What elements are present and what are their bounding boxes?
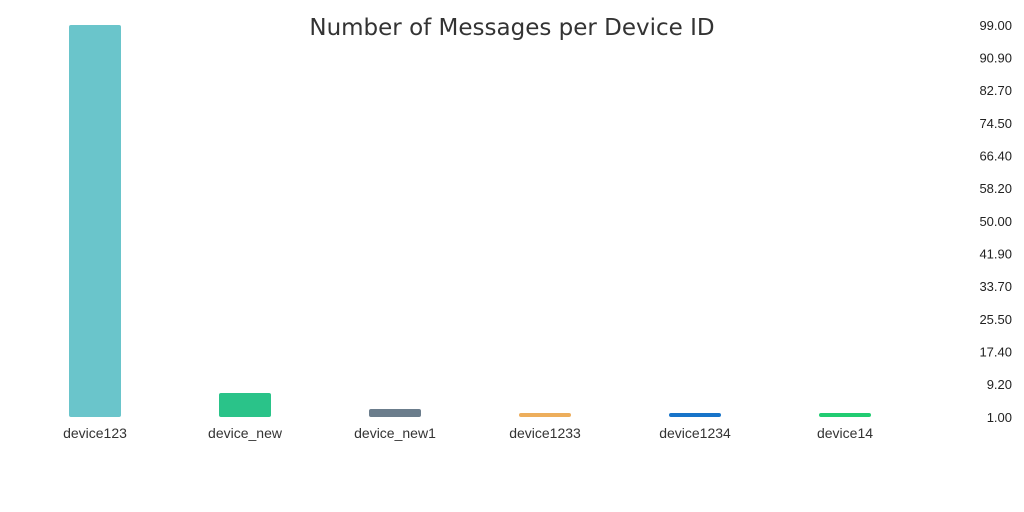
y-axis: 99.00 90.90 82.70 74.50 66.40 58.20 50.00 41.90…: [979, 18, 1012, 425]
y-tick-label: 74.50: [979, 116, 1012, 131]
x-tick-label: device_new: [208, 425, 283, 441]
y-tick-label: 1.00: [987, 410, 1012, 425]
chart-title: Number of Messages per Device ID: [309, 15, 714, 41]
y-tick-label: 9.20: [987, 377, 1012, 392]
y-tick-label: 66.40: [979, 148, 1012, 163]
y-tick-label: 50.00: [979, 214, 1012, 229]
y-tick-label: 58.20: [979, 181, 1012, 196]
y-tick-label: 33.70: [979, 279, 1012, 294]
bar-device123[interactable]: [69, 25, 121, 417]
bars: [69, 25, 871, 417]
x-tick-label: device123: [63, 425, 127, 441]
bar-device1234[interactable]: [669, 413, 721, 417]
bar-device1233[interactable]: [519, 413, 571, 417]
y-tick-label: 41.90: [979, 246, 1012, 261]
y-tick-label: 99.00: [979, 18, 1012, 33]
bar-device_new[interactable]: [219, 393, 271, 417]
x-axis: device123 device_new device_new1 device1233…: [63, 425, 873, 441]
y-tick-label: 17.40: [979, 344, 1012, 359]
x-tick-label: device14: [817, 425, 873, 441]
bar-device14[interactable]: [819, 413, 871, 417]
y-tick-label: 90.90: [979, 50, 1012, 65]
y-tick-label: 82.70: [979, 83, 1012, 98]
x-tick-label: device_new1: [354, 425, 436, 441]
x-tick-label: device1233: [509, 425, 581, 441]
y-tick-label: 25.50: [979, 312, 1012, 327]
x-tick-label: device1234: [659, 425, 731, 441]
bar-device_new1[interactable]: [369, 409, 421, 417]
